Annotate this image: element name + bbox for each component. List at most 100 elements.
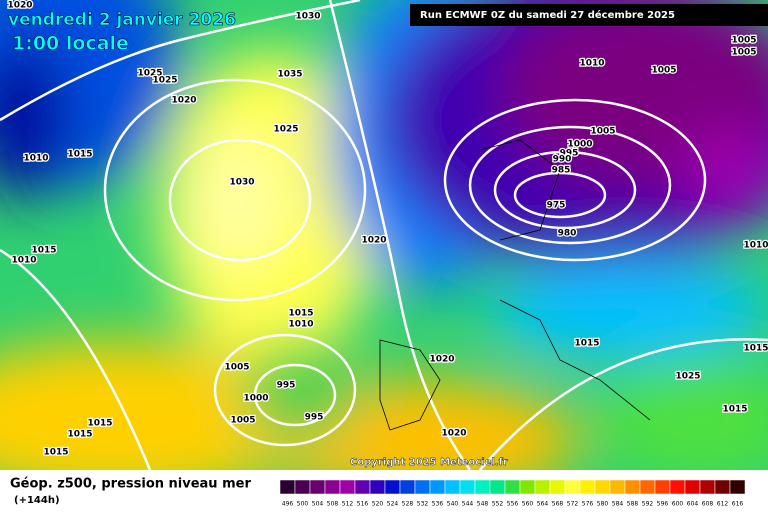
color-swatch: [339, 479, 356, 495]
color-swatch: [294, 479, 311, 495]
color-swatch: [714, 479, 731, 495]
isobar-label: 1030: [295, 12, 320, 22]
scale-label: 616: [732, 501, 744, 508]
color-swatch: [624, 479, 641, 495]
scale-label: 612: [717, 501, 729, 508]
isobar-label: 995: [305, 413, 324, 423]
isobar-label: 1005: [731, 36, 756, 46]
scale-label: 500: [297, 501, 309, 508]
isobar-label: 1015: [43, 448, 68, 458]
isobar-label: 1020: [441, 429, 466, 439]
isobar-label: 1005: [590, 127, 615, 137]
color-swatch: [579, 479, 596, 495]
isobar-label: 1010: [288, 320, 313, 330]
isobar-label: 1015: [288, 309, 313, 319]
color-swatch: [399, 479, 416, 495]
isobar-label: 1010: [743, 241, 768, 251]
color-swatch: [729, 479, 746, 495]
isobar-label: 975: [547, 201, 566, 211]
color-swatch: [354, 479, 371, 495]
scale-label: 600: [672, 501, 684, 508]
scale-label: 568: [552, 501, 564, 508]
isobar-label: 1005: [651, 66, 676, 76]
run-banner: [410, 4, 768, 26]
scale-label: 528: [402, 501, 414, 508]
color-swatch: [414, 479, 431, 495]
isobar-label: 1015: [31, 246, 56, 256]
scale-label: 564: [537, 501, 549, 508]
isobar-label: 980: [558, 229, 577, 239]
isobar-label: 1020: [361, 236, 386, 246]
isobar-label: 1020: [171, 96, 196, 106]
isobar-label: 1015: [574, 339, 599, 349]
isobar-label: 1005: [731, 48, 756, 58]
scale-label: 572: [567, 501, 579, 508]
scale-label: 536: [432, 501, 444, 508]
scale-label: 516: [357, 501, 369, 508]
scale-label: 544: [462, 501, 474, 508]
run-info: Run ECMWF 0Z du samedi 27 décembre 2025: [420, 9, 675, 21]
isobar-label: 1025: [152, 76, 177, 86]
legend-title: Géop. z500, pression niveau mer: [10, 477, 251, 492]
color-swatch: [654, 479, 671, 495]
scale-label: 584: [612, 501, 624, 508]
color-swatch: [384, 479, 401, 495]
isobar-label: 1025: [273, 125, 298, 135]
color-swatch: [609, 479, 626, 495]
scale-label: 512: [342, 501, 354, 508]
isobar-label: 990: [553, 155, 572, 165]
isobar-label: 1015: [722, 405, 747, 415]
isobar-label: 1015: [87, 419, 112, 429]
color-swatch: [429, 479, 446, 495]
isobar-label: 1025: [675, 372, 700, 382]
color-swatch: [564, 479, 581, 495]
forecast-time: 1:00 locale: [12, 33, 129, 55]
isobar-label: 1035: [277, 70, 302, 80]
color-swatch: [699, 479, 716, 495]
scale-label: 556: [507, 501, 519, 508]
color-swatch: [519, 479, 536, 495]
isobar-label: 1005: [224, 363, 249, 373]
isobar-label: 995: [560, 149, 579, 159]
color-swatch: [594, 479, 611, 495]
scale-label: 520: [372, 501, 384, 508]
color-swatch: [489, 479, 506, 495]
isobar-label: 1015: [743, 344, 768, 354]
isobar-label: 1010: [23, 154, 48, 164]
scale-label: 608: [702, 501, 714, 508]
scale-label: 548: [477, 501, 489, 508]
isobars: [0, 0, 707, 471]
color-swatch: [459, 479, 476, 495]
isobar-label: 1010: [11, 256, 36, 266]
scale-label: 604: [687, 501, 699, 508]
isobar-label: 985: [552, 166, 571, 176]
scale-label: 576: [582, 501, 594, 508]
color-swatch: [639, 479, 656, 495]
color-swatch: [474, 479, 491, 495]
color-swatch: [549, 479, 566, 495]
scale-label: 552: [492, 501, 504, 508]
color-swatch: [369, 479, 386, 495]
scale-label: 560: [522, 501, 534, 508]
scale-label: 508: [327, 501, 339, 508]
isobar-label: 1020: [7, 1, 32, 11]
scale-label: 532: [417, 501, 429, 508]
forecast-date: vendredi 2 janvier 2026: [8, 10, 236, 30]
isobar-label: 1005: [230, 416, 255, 426]
isobar-label: 1030: [229, 178, 254, 188]
scale-label: 540: [447, 501, 459, 508]
isobar-label: 995: [277, 381, 296, 391]
color-swatch: [534, 479, 551, 495]
scale-label: 580: [597, 501, 609, 508]
color-swatch: [669, 479, 686, 495]
scale-label: 504: [312, 501, 324, 508]
isobar-label: 1020: [429, 355, 454, 365]
isobar-label: 1010: [579, 59, 604, 69]
isobar-label: 1000: [243, 394, 268, 404]
copyright: Copyright 2025 Meteociel.fr: [350, 457, 508, 468]
scale-label: 588: [627, 501, 639, 508]
isobar-label: 1000: [567, 140, 592, 150]
isobar-label: 1015: [67, 150, 92, 160]
